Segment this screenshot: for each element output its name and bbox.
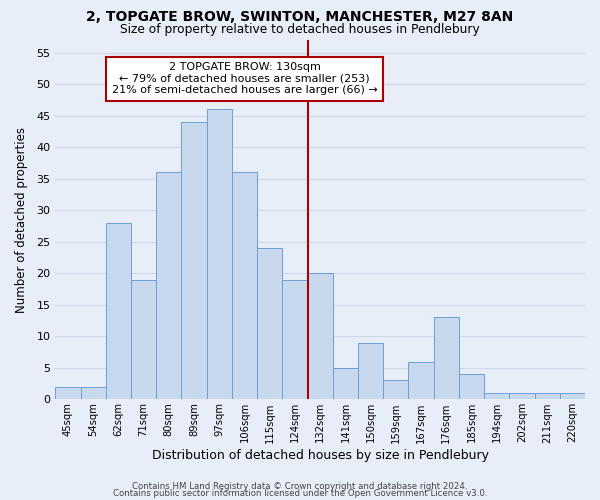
Bar — [283, 280, 308, 400]
Bar — [257, 248, 283, 400]
Bar — [131, 280, 156, 400]
Bar — [383, 380, 409, 400]
Bar — [484, 393, 509, 400]
Bar — [232, 172, 257, 400]
Bar — [358, 342, 383, 400]
Y-axis label: Number of detached properties: Number of detached properties — [15, 126, 28, 312]
Bar — [80, 387, 106, 400]
Bar — [509, 393, 535, 400]
Text: Contains HM Land Registry data © Crown copyright and database right 2024.: Contains HM Land Registry data © Crown c… — [132, 482, 468, 491]
Bar — [181, 122, 206, 400]
Bar — [535, 393, 560, 400]
Bar — [106, 223, 131, 400]
Bar — [206, 110, 232, 400]
Bar — [156, 172, 181, 400]
Bar — [308, 274, 333, 400]
X-axis label: Distribution of detached houses by size in Pendlebury: Distribution of detached houses by size … — [152, 450, 488, 462]
Bar — [409, 362, 434, 400]
Bar — [333, 368, 358, 400]
Text: 2, TOPGATE BROW, SWINTON, MANCHESTER, M27 8AN: 2, TOPGATE BROW, SWINTON, MANCHESTER, M2… — [86, 10, 514, 24]
Bar — [55, 387, 80, 400]
Text: Size of property relative to detached houses in Pendlebury: Size of property relative to detached ho… — [120, 22, 480, 36]
Text: Contains public sector information licensed under the Open Government Licence v3: Contains public sector information licen… — [113, 488, 487, 498]
Bar — [560, 393, 585, 400]
Text: 2 TOPGATE BROW: 130sqm
← 79% of detached houses are smaller (253)
21% of semi-de: 2 TOPGATE BROW: 130sqm ← 79% of detached… — [112, 62, 377, 96]
Bar — [434, 318, 459, 400]
Bar — [459, 374, 484, 400]
